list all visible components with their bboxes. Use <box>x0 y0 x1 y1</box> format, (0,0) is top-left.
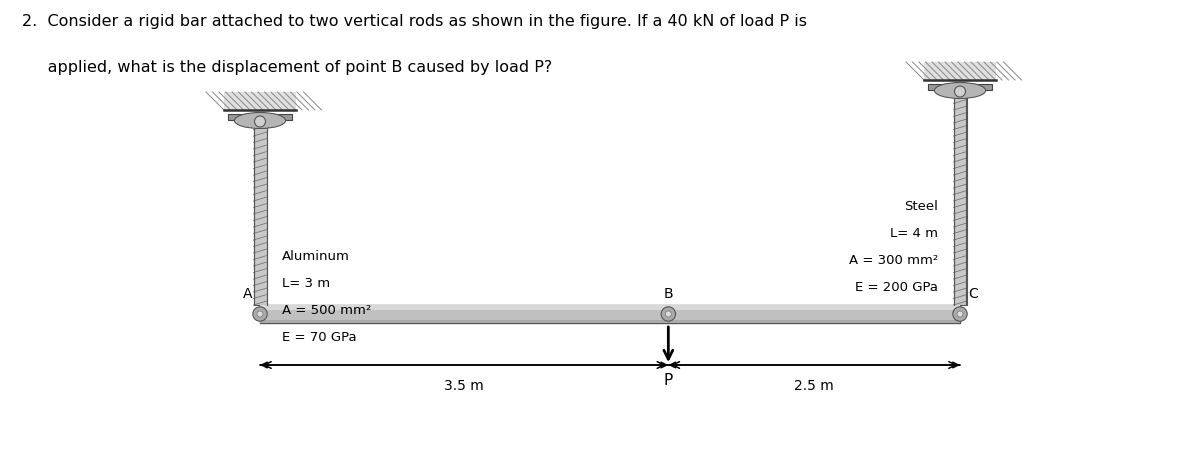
Text: A = 300 mm²: A = 300 mm² <box>848 254 938 267</box>
Text: A = 500 mm²: A = 500 mm² <box>282 304 371 317</box>
Circle shape <box>665 311 671 317</box>
Text: 3.5 m: 3.5 m <box>444 379 484 393</box>
Text: P: P <box>664 373 673 388</box>
Text: A: A <box>242 287 252 301</box>
Bar <box>924 62 996 80</box>
Circle shape <box>253 307 268 321</box>
Text: E = 70 GPa: E = 70 GPa <box>282 331 356 344</box>
Text: L= 3 m: L= 3 m <box>282 277 330 290</box>
Circle shape <box>954 86 966 97</box>
Circle shape <box>661 307 676 321</box>
Circle shape <box>958 311 964 317</box>
Text: 2.  Consider a rigid bar attached to two vertical rods as shown in the figure. I: 2. Consider a rigid bar attached to two … <box>22 14 808 29</box>
Circle shape <box>953 307 967 321</box>
Text: 2.5 m: 2.5 m <box>794 379 834 393</box>
Text: B: B <box>664 287 673 301</box>
Bar <box>228 114 292 120</box>
Text: C: C <box>968 287 978 301</box>
Bar <box>260 305 960 310</box>
Text: E = 200 GPa: E = 200 GPa <box>854 281 938 294</box>
Bar <box>954 90 966 305</box>
Circle shape <box>254 116 265 127</box>
Circle shape <box>257 311 263 317</box>
Text: L= 4 m: L= 4 m <box>890 227 938 240</box>
Text: applied, what is the displacement of point B caused by load P?: applied, what is the displacement of poi… <box>22 60 552 75</box>
Bar <box>928 83 992 90</box>
Bar <box>224 92 296 110</box>
Bar <box>260 305 960 323</box>
Bar <box>253 120 266 305</box>
Bar <box>260 320 960 323</box>
Text: Aluminum: Aluminum <box>282 250 350 263</box>
Ellipse shape <box>234 113 286 129</box>
Text: Steel: Steel <box>904 200 938 213</box>
Ellipse shape <box>935 82 985 98</box>
